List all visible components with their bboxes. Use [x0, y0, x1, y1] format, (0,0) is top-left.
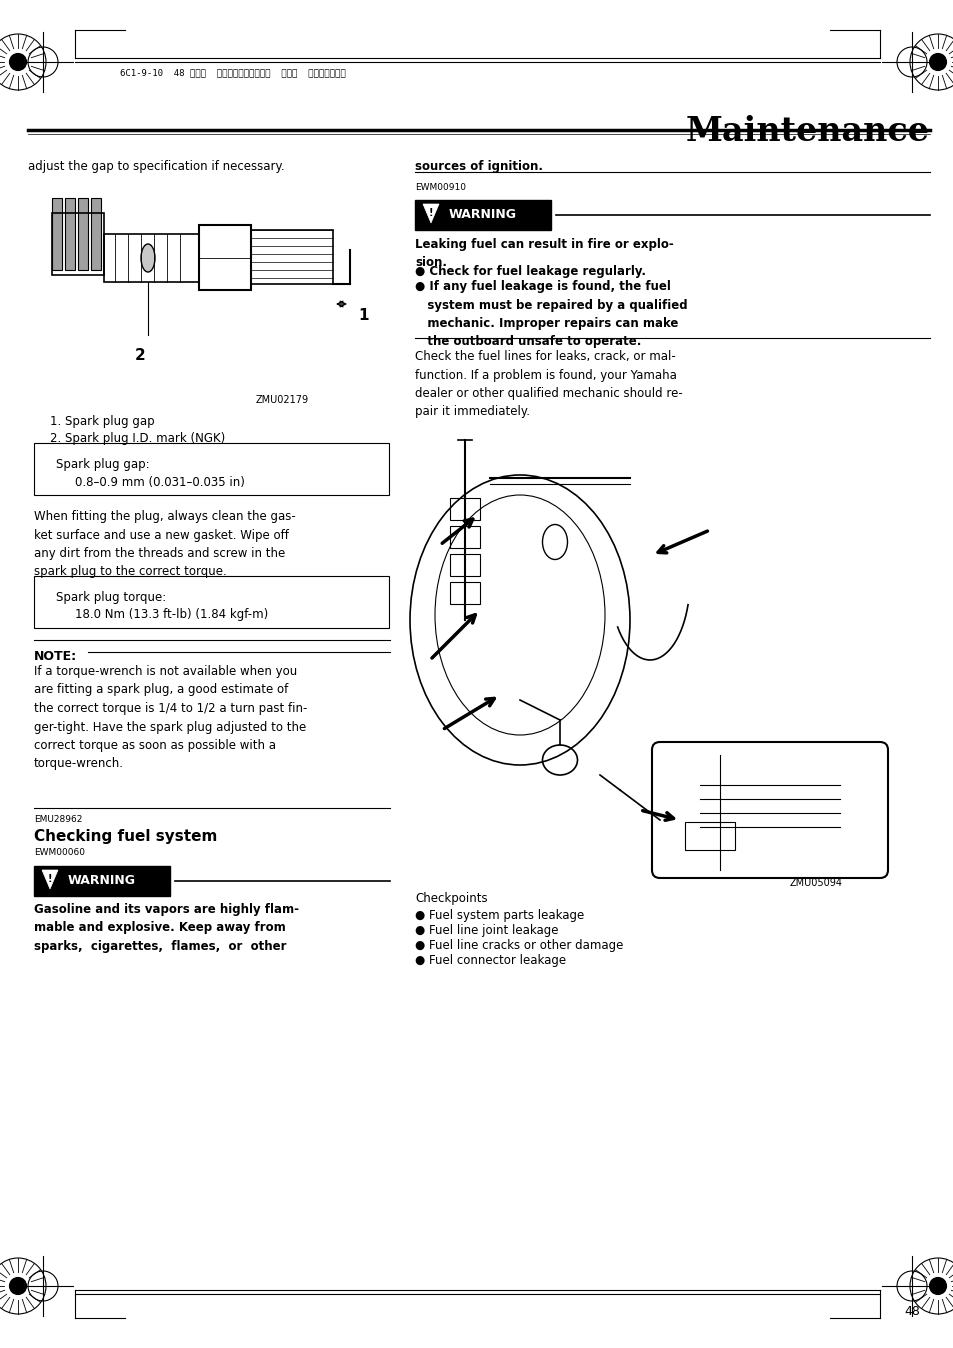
- Text: ● If any fuel leakage is found, the fuel
   system must be repaired by a qualifi: ● If any fuel leakage is found, the fuel…: [415, 280, 687, 349]
- Text: Spark plug torque:: Spark plug torque:: [56, 590, 166, 604]
- Text: If a torque-wrench is not available when you
are fitting a spark plug, a good es: If a torque-wrench is not available when…: [34, 665, 307, 771]
- Circle shape: [928, 1278, 945, 1294]
- Text: WARNING: WARNING: [68, 875, 136, 887]
- Text: NOTE:: NOTE:: [34, 650, 77, 663]
- Text: Check the fuel lines for leaks, crack, or mal-
function. If a problem is found, : Check the fuel lines for leaks, crack, o…: [415, 350, 682, 418]
- Bar: [450, 554, 479, 576]
- Bar: [450, 497, 479, 520]
- Text: EMU28962: EMU28962: [34, 816, 82, 824]
- Polygon shape: [42, 869, 58, 888]
- Text: 1: 1: [357, 307, 368, 324]
- Bar: [450, 582, 479, 604]
- Bar: [52, 213, 104, 275]
- Bar: [450, 526, 479, 549]
- Bar: [65, 198, 75, 270]
- Polygon shape: [422, 204, 438, 222]
- Text: 6C1-9-10  48 ページ  ２００４年４月２８日  水曜日  午後２時５４分: 6C1-9-10 48 ページ ２００４年４月２８日 水曜日 午後２時５４分: [120, 67, 345, 77]
- Bar: [199, 225, 251, 290]
- Text: !: !: [428, 208, 433, 218]
- Text: 2: 2: [134, 348, 145, 363]
- Text: 1. Spark plug gap: 1. Spark plug gap: [50, 415, 154, 429]
- Text: ● Fuel line joint leakage: ● Fuel line joint leakage: [415, 923, 558, 937]
- Text: WARNING: WARNING: [449, 209, 517, 221]
- Text: Gasoline and its vapors are highly flam-
mable and explosive. Keep away from
spa: Gasoline and its vapors are highly flam-…: [34, 903, 298, 953]
- Circle shape: [928, 54, 945, 70]
- Text: sources of ignition.: sources of ignition.: [415, 160, 542, 173]
- Bar: [251, 231, 333, 284]
- Bar: [78, 198, 88, 270]
- Text: Spark plug gap:: Spark plug gap:: [56, 458, 150, 470]
- Text: EWM00910: EWM00910: [415, 183, 465, 191]
- Bar: [415, 200, 551, 231]
- Bar: [104, 235, 199, 282]
- Bar: [34, 865, 170, 896]
- Text: Checkpoints: Checkpoints: [415, 892, 487, 905]
- Ellipse shape: [141, 244, 154, 272]
- Text: !: !: [48, 874, 52, 884]
- Text: Checking fuel system: Checking fuel system: [34, 829, 217, 844]
- Circle shape: [10, 1278, 27, 1294]
- Circle shape: [10, 54, 27, 70]
- Text: Maintenance: Maintenance: [685, 115, 929, 148]
- Text: ● Fuel line cracks or other damage: ● Fuel line cracks or other damage: [415, 940, 622, 952]
- Text: ZMU05094: ZMU05094: [789, 878, 842, 888]
- Text: When fitting the plug, always clean the gas-
ket surface and use a new gasket. W: When fitting the plug, always clean the …: [34, 510, 295, 578]
- Text: 48: 48: [903, 1305, 919, 1318]
- Text: 18.0 Nm (13.3 ft-lb) (1.84 kgf-m): 18.0 Nm (13.3 ft-lb) (1.84 kgf-m): [75, 608, 268, 621]
- Text: Leaking fuel can result in fire or explo-
sion.: Leaking fuel can result in fire or explo…: [415, 239, 673, 270]
- Bar: [91, 198, 101, 270]
- Text: ● Check for fuel leakage regularly.: ● Check for fuel leakage regularly.: [415, 266, 645, 278]
- Text: 0.8–0.9 mm (0.031–0.035 in): 0.8–0.9 mm (0.031–0.035 in): [75, 476, 245, 489]
- Bar: [52, 198, 62, 270]
- Text: ZMU02179: ZMU02179: [255, 395, 309, 404]
- Bar: [34, 576, 389, 628]
- Text: adjust the gap to specification if necessary.: adjust the gap to specification if neces…: [28, 160, 284, 173]
- Text: ● Fuel system parts leakage: ● Fuel system parts leakage: [415, 909, 583, 922]
- Text: EWM00060: EWM00060: [34, 848, 85, 857]
- Bar: [684, 822, 734, 851]
- Text: 2. Spark plug I.D. mark (NGK): 2. Spark plug I.D. mark (NGK): [50, 431, 225, 445]
- Text: ● Fuel connector leakage: ● Fuel connector leakage: [415, 954, 565, 967]
- Bar: [34, 443, 389, 495]
